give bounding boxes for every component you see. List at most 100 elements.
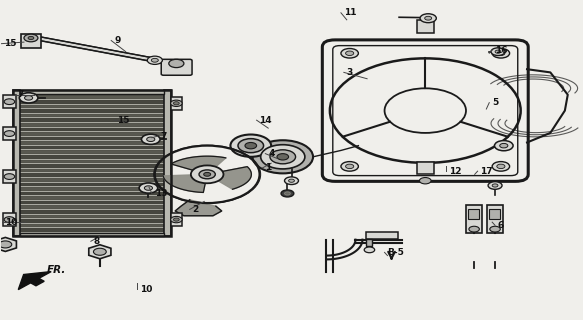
Circle shape — [4, 217, 15, 222]
Polygon shape — [163, 175, 206, 192]
Polygon shape — [175, 200, 222, 216]
Bar — [466, 204, 482, 233]
Circle shape — [252, 140, 313, 173]
Text: 5: 5 — [492, 98, 498, 107]
Circle shape — [19, 93, 38, 103]
Text: 4: 4 — [268, 149, 275, 158]
Bar — [468, 209, 479, 219]
Text: 8: 8 — [94, 237, 100, 246]
Text: 12: 12 — [448, 167, 461, 176]
Circle shape — [346, 164, 354, 169]
Bar — [13, 90, 170, 236]
Text: 15: 15 — [117, 116, 129, 125]
Circle shape — [469, 226, 479, 232]
Bar — [21, 34, 41, 49]
Text: 9: 9 — [114, 36, 121, 45]
Circle shape — [497, 51, 505, 55]
Circle shape — [4, 131, 15, 136]
Bar — [170, 97, 182, 110]
Circle shape — [152, 58, 159, 62]
Circle shape — [142, 134, 160, 144]
Bar — [170, 213, 182, 226]
Circle shape — [245, 142, 257, 149]
Circle shape — [419, 178, 431, 184]
Circle shape — [285, 177, 298, 185]
Text: 15: 15 — [3, 39, 16, 48]
Text: 2: 2 — [192, 205, 199, 214]
Circle shape — [495, 50, 501, 53]
Circle shape — [497, 164, 505, 169]
Circle shape — [93, 248, 106, 255]
Bar — [3, 170, 16, 183]
Circle shape — [491, 48, 505, 55]
Text: 11: 11 — [344, 8, 356, 17]
Circle shape — [364, 247, 375, 253]
Circle shape — [24, 96, 33, 100]
Circle shape — [24, 34, 38, 42]
Circle shape — [4, 99, 15, 105]
Bar — [13, 90, 20, 236]
Text: 14: 14 — [259, 116, 272, 125]
Text: 17: 17 — [480, 167, 493, 176]
Bar — [416, 20, 434, 33]
Text: 6: 6 — [498, 221, 504, 230]
Circle shape — [346, 51, 354, 55]
Text: 13: 13 — [155, 189, 167, 198]
Bar — [3, 95, 16, 108]
Text: 10: 10 — [141, 284, 153, 293]
Bar — [489, 209, 500, 219]
Circle shape — [199, 170, 215, 179]
Text: FR.: FR. — [47, 265, 66, 275]
Bar — [366, 239, 372, 246]
Text: 7: 7 — [17, 90, 23, 99]
Bar — [487, 204, 503, 233]
Circle shape — [420, 14, 436, 23]
Text: B-5: B-5 — [388, 248, 405, 257]
Circle shape — [170, 100, 182, 107]
Circle shape — [277, 154, 289, 160]
Circle shape — [170, 216, 182, 223]
Bar — [164, 90, 170, 236]
Text: 7: 7 — [161, 132, 167, 140]
Circle shape — [147, 56, 163, 64]
Circle shape — [341, 49, 359, 58]
Circle shape — [147, 137, 155, 141]
Circle shape — [270, 150, 296, 164]
Circle shape — [488, 182, 502, 189]
Circle shape — [261, 145, 305, 169]
Circle shape — [490, 226, 500, 232]
Bar — [13, 90, 170, 236]
Text: 16: 16 — [495, 45, 508, 55]
Polygon shape — [18, 272, 51, 290]
Circle shape — [281, 190, 294, 197]
Bar — [416, 162, 434, 174]
Circle shape — [285, 192, 290, 195]
Text: 10: 10 — [5, 218, 17, 227]
Circle shape — [145, 186, 153, 190]
Circle shape — [500, 143, 508, 148]
Polygon shape — [216, 167, 251, 189]
Circle shape — [238, 139, 264, 153]
Bar — [20, 90, 164, 94]
Circle shape — [191, 165, 223, 183]
Text: 1: 1 — [265, 164, 272, 172]
FancyBboxPatch shape — [161, 59, 192, 75]
Bar — [366, 232, 398, 239]
Circle shape — [424, 16, 431, 20]
Circle shape — [4, 174, 15, 180]
Polygon shape — [171, 156, 226, 171]
Bar — [20, 233, 164, 236]
Circle shape — [139, 183, 158, 193]
Circle shape — [0, 241, 12, 248]
Bar — [3, 127, 16, 140]
Circle shape — [169, 59, 184, 68]
Circle shape — [28, 36, 34, 40]
Text: 3: 3 — [347, 68, 353, 77]
Circle shape — [492, 184, 498, 187]
Circle shape — [492, 162, 510, 171]
Circle shape — [230, 134, 271, 157]
Circle shape — [494, 140, 513, 151]
Circle shape — [341, 162, 359, 171]
Circle shape — [173, 218, 179, 221]
Circle shape — [173, 102, 179, 105]
